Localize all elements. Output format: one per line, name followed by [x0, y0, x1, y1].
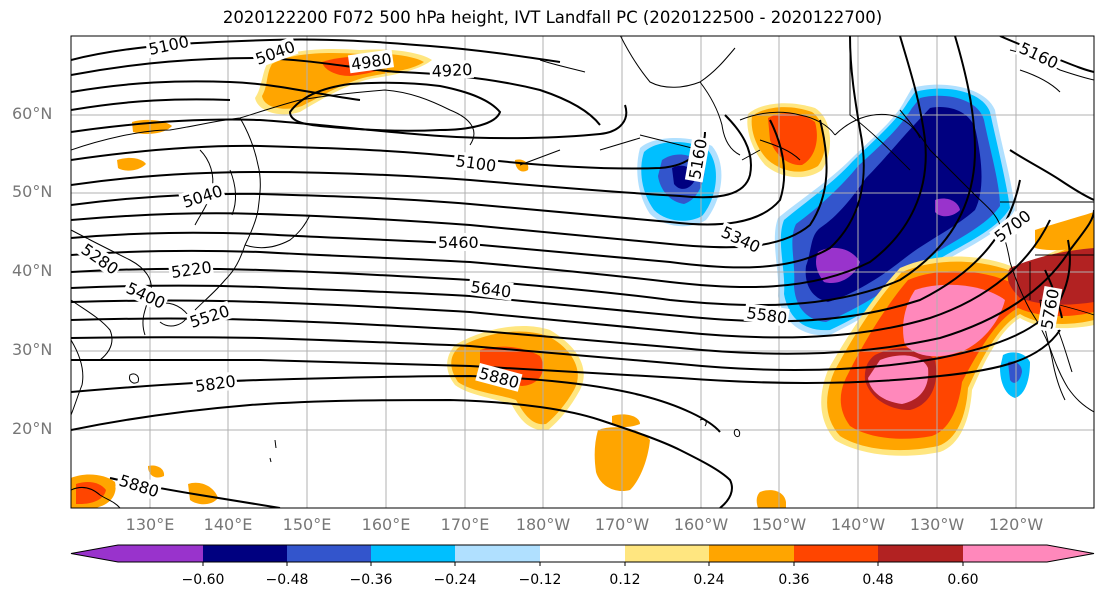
lon-label: 140°W	[830, 515, 886, 534]
contour-label: 4920	[431, 60, 473, 81]
colorbar-tick-label: 0.36	[778, 572, 810, 588]
map-title: 2020122200 F072 500 hPa height, IVT Land…	[222, 8, 883, 27]
lon-label: 160°E	[361, 515, 411, 534]
colorbar-extension-high	[963, 545, 1094, 562]
colorbar-bin	[878, 545, 963, 562]
lat-label-60n: 60°N	[12, 104, 53, 123]
colorbar	[70, 544, 1095, 563]
colorbar-tick-label: −0.48	[265, 572, 309, 588]
colorbar-bin	[794, 545, 878, 562]
colorbar-tick-label: 0.24	[693, 572, 725, 588]
colorbar-outline	[70, 544, 1095, 563]
colorbar-bin	[540, 545, 625, 562]
lon-label: 150°W	[751, 515, 807, 534]
lon-label: 130°W	[909, 515, 965, 534]
lon-label: 170°E	[440, 515, 490, 534]
contour-label: 5460	[438, 233, 479, 252]
lon-label: 180°W	[515, 515, 571, 534]
colorbar-bin	[625, 545, 709, 562]
colorbar-bin	[287, 545, 371, 562]
colorbar-tick-label: −0.24	[433, 572, 477, 588]
colorbar-bin	[455, 545, 540, 562]
colorbar-extension-low	[71, 545, 203, 562]
colorbar-bin	[709, 545, 794, 562]
lon-label: 140°E	[203, 515, 253, 534]
colorbar-tick-label: −0.60	[181, 572, 225, 588]
lon-label: 130°E	[125, 515, 175, 534]
colorbar-tick-label: −0.36	[349, 572, 393, 588]
lat-label-30n: 30°N	[12, 340, 53, 359]
lon-label: 120°W	[988, 515, 1044, 534]
colorbar-tick-label: 0.12	[609, 572, 641, 588]
colorbar-bin	[203, 545, 287, 562]
lon-label: 170°W	[594, 515, 650, 534]
lat-label-40n: 40°N	[12, 261, 53, 280]
lon-label: 150°E	[282, 515, 332, 534]
colorbar-tick-label: 0.60	[947, 572, 979, 588]
colorbar-tick-label: 0.48	[862, 572, 894, 588]
colorbar-tick-label: −0.12	[518, 572, 562, 588]
map-frame	[70, 35, 1095, 509]
map-panel: 5100 5040 4980 4920 5160 5100 5040 5160 …	[71, 36, 1094, 508]
lon-label: 160°W	[673, 515, 729, 534]
colorbar-ticks	[202, 562, 964, 566]
lat-label-20n: 20°N	[12, 419, 53, 438]
colorbar-bin	[371, 545, 455, 562]
lat-label-50n: 50°N	[12, 182, 53, 201]
